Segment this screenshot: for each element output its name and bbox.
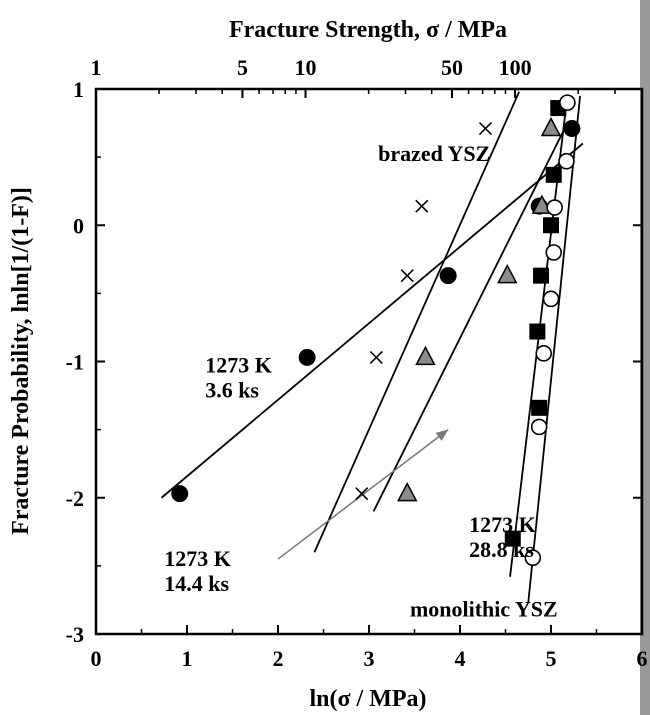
fit-line-filled-circle xyxy=(160,142,584,499)
right-edge-bar xyxy=(640,0,650,715)
filled-circle-marker xyxy=(439,267,457,285)
filled-square-marker xyxy=(529,323,546,340)
cross-marker xyxy=(369,350,383,364)
open-circle-marker xyxy=(546,199,563,216)
cross-stroke xyxy=(369,350,383,364)
filled-square-marker xyxy=(531,399,548,416)
open-circle-marker xyxy=(558,152,575,170)
arrow-head xyxy=(435,429,449,441)
axis-ticks xyxy=(95,88,643,635)
y-tick-label: -2 xyxy=(66,486,84,511)
open-circle-marker xyxy=(535,345,553,362)
open-circle-marker xyxy=(542,290,560,308)
y-tick-label: -3 xyxy=(66,622,84,647)
x-tick-label: 4 xyxy=(455,646,466,671)
filled-square-marker xyxy=(545,166,562,183)
gray-triangle-marker xyxy=(531,194,553,214)
x-tick-label: 1 xyxy=(182,646,193,671)
filled-square-marker xyxy=(532,267,549,284)
open-circle-marker xyxy=(559,94,576,111)
annotation-line: 14.4 ks xyxy=(164,571,229,596)
y-tick-label: -1 xyxy=(66,350,84,375)
open-circle-marker xyxy=(524,549,542,567)
fit-line-cross xyxy=(313,91,520,553)
gray-triangle-marker xyxy=(415,345,436,366)
top-tick-label: 1 xyxy=(91,55,102,80)
filled-square-marker xyxy=(504,530,521,547)
tick-labels: 0 1 2 3 4 5 610-1-2-31 5 10 50 100 xyxy=(66,55,648,671)
top-tick-label: 50 xyxy=(441,55,463,80)
fit-line-open-circle xyxy=(527,95,582,603)
annotation-text: monolithic YSZ xyxy=(410,596,558,621)
top-tick-label: 10 xyxy=(295,55,317,80)
data-points xyxy=(171,94,581,567)
annotation-text: 1273 K 14.4 ks xyxy=(164,546,231,596)
open-circle-marker xyxy=(530,418,548,436)
top-tick-label: 100 xyxy=(499,55,532,80)
fit-line-gray-triangle xyxy=(372,122,569,512)
x-tick-label: 2 xyxy=(273,646,284,671)
cross-marker xyxy=(400,269,414,283)
gray-triangle-marker xyxy=(540,116,562,137)
annotation-line: brazed YSZ xyxy=(378,141,490,166)
cross-stroke xyxy=(355,487,369,501)
filled-square-marker xyxy=(543,217,559,234)
annotation-line: 1273 K xyxy=(164,546,231,571)
annotation-text: brazed YSZ xyxy=(378,141,490,166)
cross-marker xyxy=(355,487,369,501)
filled-circle-marker xyxy=(171,485,189,503)
gray-triangle-marker xyxy=(497,264,518,284)
cross-marker xyxy=(415,199,429,213)
annotation-line: 1273 K xyxy=(469,512,536,537)
annotation-text: 1273 K 28.8 ks xyxy=(469,512,536,562)
bottom-axis-title: ln(σ / MPa) xyxy=(309,686,426,712)
filled-circle-marker xyxy=(298,348,316,366)
y-tick-label: 1 xyxy=(73,77,84,102)
fit-lines xyxy=(160,91,584,603)
x-tick-label: 0 xyxy=(91,646,102,671)
y-axis-title: Fracture Probability, lnln[1/(1-F)] xyxy=(8,187,34,535)
annotation-line: 3.6 ks xyxy=(205,377,259,402)
y-tick-label: 0 xyxy=(73,213,84,238)
cross-stroke xyxy=(400,269,414,283)
filled-circle-marker xyxy=(563,120,581,138)
cross-stroke xyxy=(415,199,429,213)
open-circle-marker xyxy=(545,244,563,261)
x-tick-label: 5 xyxy=(546,646,557,671)
annotation-line: monolithic YSZ xyxy=(410,596,558,621)
cross-stroke xyxy=(478,121,493,136)
annotation-line: 1273 K xyxy=(205,352,272,377)
x-tick-label: 6 xyxy=(637,646,648,671)
gray-triangle-marker xyxy=(396,482,418,502)
x-tick-label: 3 xyxy=(364,646,375,671)
top-tick-label: 5 xyxy=(237,55,248,80)
annotation-text: 1273 K 3.6 ks xyxy=(205,352,272,402)
cross-marker xyxy=(478,121,493,136)
annotation-line: 28.8 ks xyxy=(469,537,534,562)
top-axis-title: Fracture Strength, σ / MPa xyxy=(229,17,507,43)
